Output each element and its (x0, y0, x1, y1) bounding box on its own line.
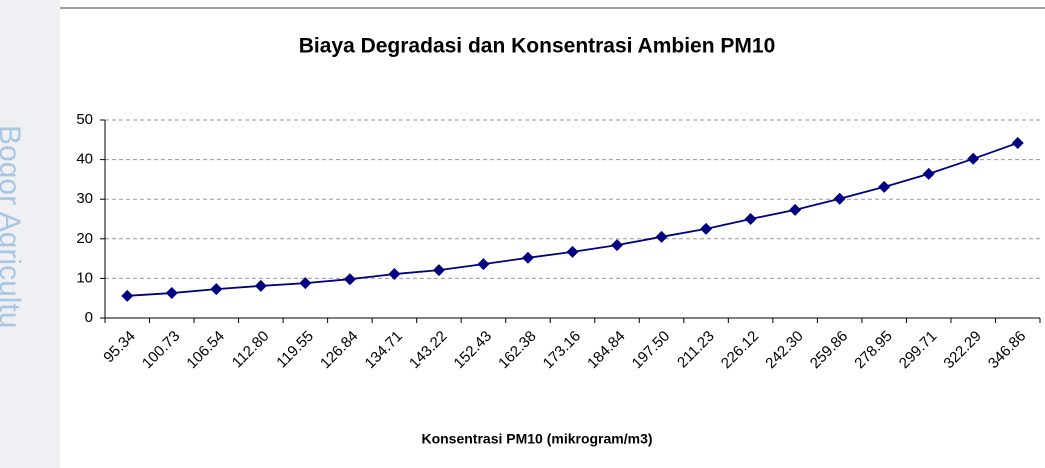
x-tick-label: 211.23 (674, 328, 718, 372)
data-point (165, 287, 178, 300)
y-tick-label: 50 (76, 111, 93, 128)
x-tick-label: 100.73 (139, 328, 183, 372)
x-tick-label: 197.50 (629, 328, 673, 372)
side-strip (0, 0, 60, 468)
data-point (299, 277, 312, 290)
data-point (343, 273, 356, 286)
x-tick-label: 152.43 (451, 328, 495, 372)
data-point (254, 279, 267, 292)
data-point (611, 239, 624, 252)
x-tick-label: 112.80 (229, 328, 273, 372)
data-point (700, 222, 713, 235)
y-tick-label: 0 (85, 309, 93, 326)
data-line (127, 142, 1019, 297)
y-tick-label: 20 (76, 230, 93, 247)
y-tick-label: 40 (76, 151, 93, 168)
data-point (967, 152, 980, 165)
data-point (477, 258, 490, 271)
x-tick-label: 299.71 (896, 328, 940, 372)
data-point (388, 268, 401, 281)
data-point (121, 289, 134, 302)
x-tick-label: 278.95 (851, 328, 895, 372)
data-point (922, 167, 935, 180)
x-tick-label: 119.55 (273, 328, 317, 372)
x-tick-label: 134.71 (362, 328, 406, 372)
x-tick-label: 242.30 (762, 328, 806, 372)
data-point (833, 192, 846, 205)
data-point (1011, 136, 1024, 149)
x-tick-label: 226.12 (718, 328, 762, 372)
x-tick-label: 173.16 (540, 328, 584, 372)
data-point (521, 251, 534, 264)
data-point (432, 264, 445, 277)
x-tick-label: 95.34 (100, 328, 139, 367)
x-tick-label: 322.29 (940, 328, 984, 372)
x-tick-label: 259.86 (807, 328, 851, 372)
data-point (566, 245, 579, 258)
x-tick-label: 143.22 (406, 328, 450, 372)
data-point (210, 283, 223, 296)
x-tick-label: 162.38 (495, 328, 539, 372)
x-tick-label: 106.54 (183, 328, 227, 372)
x-tick-label: 346.86 (985, 328, 1029, 372)
x-axis-title: Konsentrasi PM10 (mikrogram/m3) (421, 431, 652, 447)
chart-title: Biaya Degradasi dan Konsentrasi Ambien P… (299, 35, 776, 58)
data-point (744, 213, 757, 225)
x-tick-label: 184.84 (584, 328, 628, 372)
data-point (655, 230, 668, 243)
y-tick-label: 30 (76, 190, 93, 207)
y-tick-label: 10 (76, 269, 93, 286)
x-tick-label: 126.84 (317, 328, 361, 372)
data-point (878, 180, 891, 193)
data-point (789, 203, 802, 216)
watermark: Bogor Agricultu (0, 125, 26, 328)
